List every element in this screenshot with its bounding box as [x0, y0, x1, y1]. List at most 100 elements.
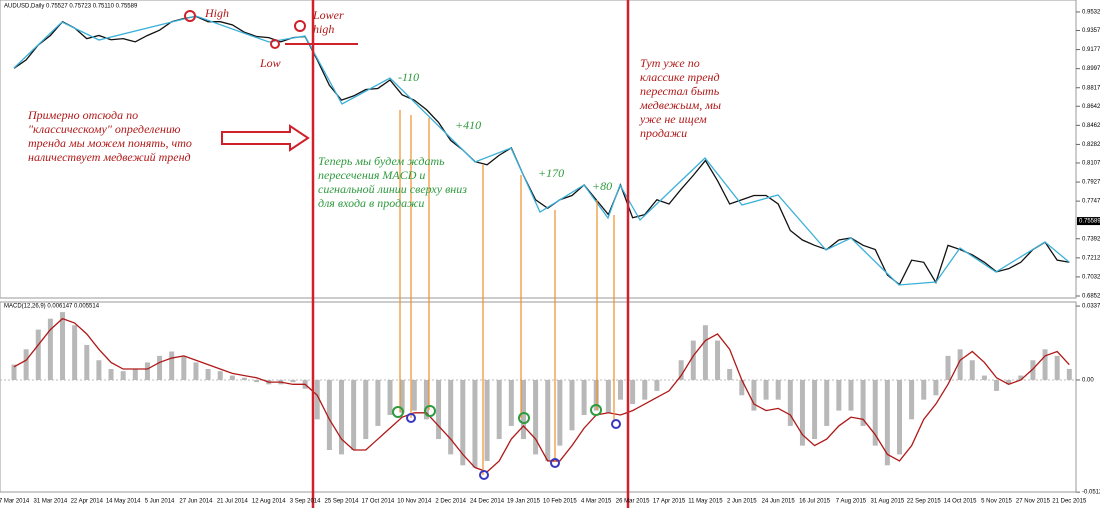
macd-bar: [363, 379, 369, 440]
x-tick-label: 7 Aug 2015: [836, 499, 867, 505]
x-tick-label: 31 Aug 2015: [871, 499, 905, 505]
macd-bar: [84, 344, 90, 380]
macd-bar: [654, 379, 660, 391]
macd-bar: [290, 379, 296, 383]
x-tick-label: 10 Feb 2015: [543, 499, 577, 505]
annotation: Low: [260, 56, 281, 70]
macd-bar: [569, 379, 575, 431]
macd-bar: [23, 349, 29, 380]
macd-bar: [545, 379, 551, 461]
x-tick-label: 2 Dec 2014: [435, 499, 466, 505]
macd-bar: [824, 379, 830, 426]
macd-bar: [423, 379, 429, 420]
x-tick-label: 25 Sep 2014: [324, 499, 359, 505]
y-tick-label: 0.00: [1082, 378, 1094, 384]
macd-bar: [605, 379, 611, 413]
price-panel: [0, 0, 1077, 299]
macd-bar: [775, 379, 781, 400]
macd-bar: [217, 371, 223, 380]
macd-bar: [193, 362, 199, 380]
x-tick-label: 27 Jun 2014: [179, 499, 213, 505]
annotation: +410: [455, 118, 482, 132]
x-tick-label: 24 Jun 2015: [762, 499, 796, 505]
macd-bar: [981, 375, 987, 380]
macd-bar: [812, 379, 818, 440]
macd-bar: [60, 312, 66, 380]
macd-bar: [751, 379, 757, 411]
macd-bar: [339, 379, 345, 455]
macd-bar: [387, 379, 393, 415]
macd-bar: [169, 351, 175, 380]
macd-bar: [399, 379, 405, 413]
x-tick-label: 27 Nov 2015: [1016, 499, 1051, 505]
macd-bar: [969, 360, 975, 380]
low-marker: [270, 39, 280, 49]
price-title: AUDUSD,Daily 0.75527 0.75723 0.75110 0.7…: [4, 4, 138, 10]
macd-bar: [108, 369, 114, 380]
macd-bar: [896, 379, 902, 455]
macd-bar: [763, 379, 769, 400]
macd-bar: [132, 369, 138, 380]
last-price-box: [1077, 217, 1100, 226]
macd-bar: [351, 379, 357, 451]
macd-bar: [739, 379, 745, 396]
macd-bar: [411, 379, 417, 411]
x-tick-label: 22 Sep 2015: [907, 499, 942, 505]
arrow: [221, 124, 310, 152]
macd-bar: [11, 364, 17, 380]
macd-bar: [96, 360, 102, 380]
macd-bar: [229, 375, 235, 380]
x-tick-label: 24 Dec 2014: [470, 499, 505, 505]
macd-bar: [1018, 375, 1024, 380]
macd-bar: [460, 379, 466, 466]
macd-bar: [848, 379, 854, 411]
macd-bar: [836, 379, 842, 411]
lower-high-marker: [294, 20, 306, 32]
macd-bar: [47, 318, 53, 380]
annotation: High: [205, 6, 229, 20]
macd-bar: [241, 377, 247, 380]
macd-bar: [35, 329, 41, 380]
annotation: -110: [398, 70, 420, 84]
macd-bar: [630, 379, 636, 405]
y-tick-label: -0.051249: [1082, 490, 1100, 496]
macd-bar: [557, 379, 563, 446]
macd-bar: [72, 325, 78, 380]
macd-bar: [1030, 360, 1036, 380]
macd-bar: [472, 379, 478, 468]
macd-bar: [787, 379, 793, 426]
x-tick-label: 10 Nov 2014: [397, 499, 432, 505]
macd-bar: [436, 379, 442, 440]
x-tick-label: 31 Mar 2014: [34, 499, 68, 505]
macd-bar: [144, 362, 150, 380]
macd-bar: [690, 340, 696, 380]
x-tick-label: 2 Jun 2015: [727, 499, 757, 505]
macd-bar: [1066, 369, 1072, 380]
x-tick-label: 12 Aug 2014: [252, 499, 286, 505]
macd-bar: [799, 379, 805, 446]
macd-bar: [933, 379, 939, 396]
annotation: Тут уже по классике тренд перестал быть …: [640, 56, 722, 140]
macd-bar: [1006, 379, 1012, 385]
cross-markers: [392, 404, 621, 480]
x-tick-label: 16 Jul 2015: [799, 499, 831, 505]
macd-bar: [921, 379, 927, 400]
macd-bar: [860, 379, 866, 426]
macd-bar: [205, 369, 211, 380]
x-tick-label: 3 Sep 2014: [290, 499, 321, 505]
macd-bar: [945, 355, 951, 380]
macd-bar: [533, 379, 539, 455]
annotation: Примерно отсюда по "классическому" опред…: [28, 108, 192, 164]
macd-bar: [508, 379, 514, 426]
